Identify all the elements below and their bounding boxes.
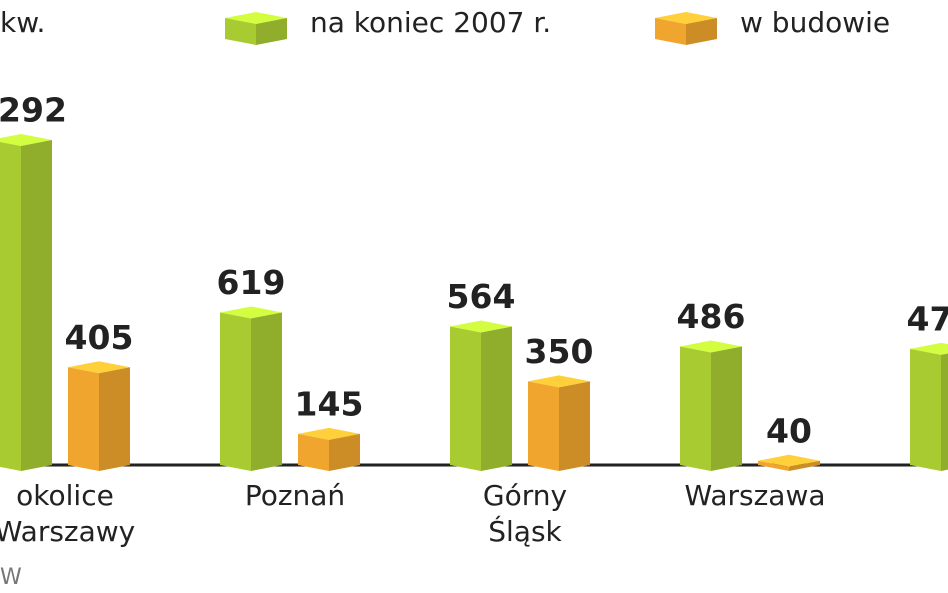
legend-icon: [655, 12, 717, 45]
value-label: 564: [447, 277, 516, 316]
bar-right: [481, 326, 512, 471]
bar-left: [910, 348, 941, 471]
bar: [758, 454, 820, 471]
value-label: 145: [295, 384, 364, 423]
bar: [0, 134, 52, 471]
bar-right: [21, 140, 52, 471]
bar-right: [559, 381, 590, 471]
bar: [298, 427, 360, 471]
legend-label: na koniec 2007 r.: [310, 6, 551, 39]
bar-right: [711, 346, 742, 471]
bar-left: [68, 367, 99, 471]
value-label: 1292: [0, 91, 67, 130]
bar-left: [758, 460, 789, 471]
x-tick-label: Śląsk: [488, 514, 562, 548]
x-tick-label: Górny: [483, 479, 567, 512]
bar-right: [99, 367, 130, 471]
unit-label: kw.: [0, 6, 45, 39]
bar-right: [789, 460, 820, 471]
bar-right: [686, 18, 717, 45]
bar: [220, 306, 282, 471]
bar-left: [220, 312, 251, 471]
bar-top: [910, 342, 948, 355]
bar-top: [0, 134, 52, 147]
bar-right: [329, 433, 360, 471]
bar-right: [256, 18, 287, 45]
bar: [450, 320, 512, 471]
bar: [68, 361, 130, 471]
x-tick-label: Poznań: [245, 479, 345, 512]
value-label: 350: [525, 332, 594, 371]
bar-left: [0, 141, 21, 471]
x-tick-label: Warszawa: [684, 479, 825, 512]
legend-label: w budowie: [740, 6, 890, 39]
bar: [680, 340, 742, 471]
legend-icon: [225, 12, 287, 45]
bar-left: [528, 381, 559, 471]
value-label: 40: [766, 411, 812, 450]
value-label: 477: [907, 299, 948, 338]
bar-left: [450, 326, 481, 471]
bar-left: [680, 346, 711, 471]
x-tick-label: okolice: [16, 479, 114, 512]
bar-right: [251, 312, 282, 471]
bar: [910, 342, 948, 471]
note: W: [0, 565, 22, 590]
bar-left: [225, 18, 256, 45]
bar: [528, 375, 590, 471]
value-label: 486: [677, 297, 746, 336]
value-label: 405: [65, 318, 134, 357]
bar-right: [941, 353, 948, 471]
x-tick-label: Warszawy: [0, 515, 135, 548]
bar-left: [655, 18, 686, 45]
bar-left: [298, 433, 329, 471]
value-label: 619: [217, 263, 286, 302]
